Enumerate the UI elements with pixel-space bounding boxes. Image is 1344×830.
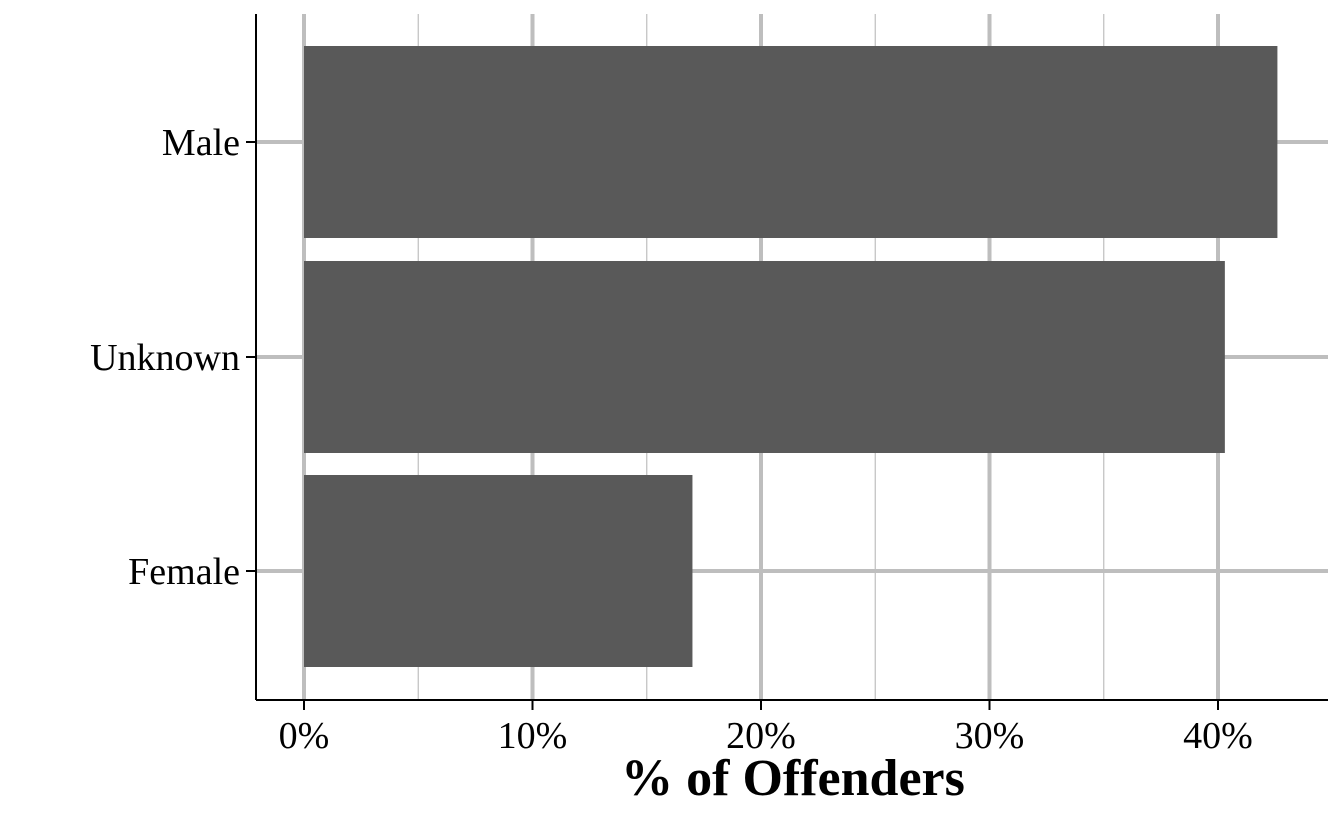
x-tick-label: 20% — [726, 715, 796, 757]
y-tick-label: Male — [162, 122, 240, 164]
y-tick-label: Unknown — [90, 337, 240, 379]
x-axis-title: % of Offenders — [621, 750, 965, 807]
x-tick-label: 10% — [498, 715, 568, 757]
x-tick-label: 30% — [955, 715, 1025, 757]
axes — [246, 14, 1328, 710]
bars — [304, 46, 1278, 667]
y-tick-label: Female — [128, 551, 240, 593]
bar-unknown — [304, 261, 1225, 453]
tick-labels: Male Unknown Female 0% 10% 20% 30% 40% — [90, 122, 1253, 757]
x-tick-label: 0% — [279, 715, 330, 757]
x-tick-label: 40% — [1183, 715, 1253, 757]
bar-male — [304, 46, 1278, 238]
bar-female — [304, 475, 693, 667]
